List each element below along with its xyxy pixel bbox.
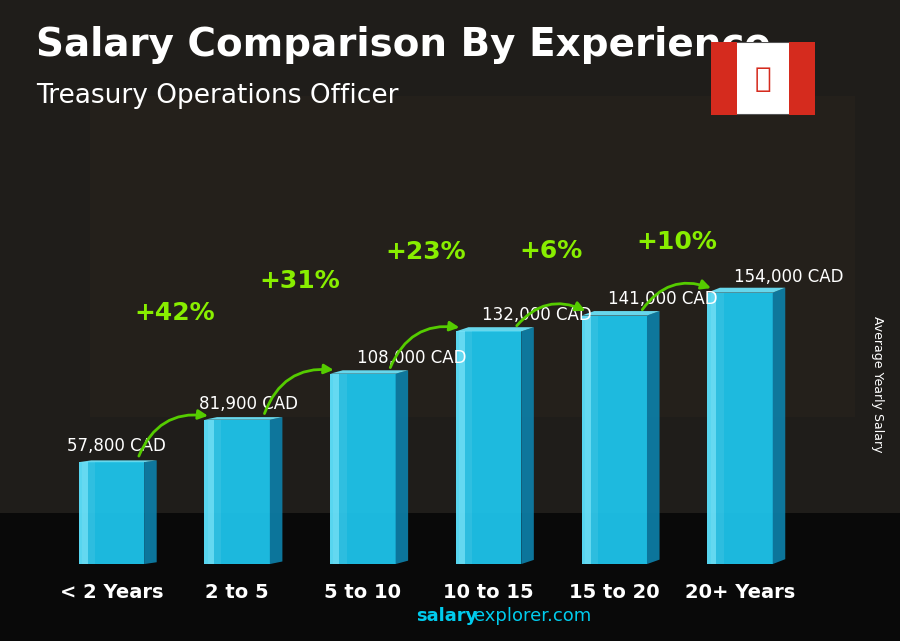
Polygon shape [395, 370, 408, 564]
Text: +23%: +23% [385, 240, 466, 264]
Polygon shape [456, 327, 534, 331]
Polygon shape [581, 315, 647, 564]
Polygon shape [707, 288, 786, 292]
Text: +6%: +6% [520, 238, 583, 263]
Bar [0, 513, 900, 641]
Text: Treasury Operations Officer: Treasury Operations Officer [36, 83, 399, 110]
Text: explorer.com: explorer.com [474, 607, 591, 625]
Polygon shape [78, 460, 157, 462]
Text: 141,000 CAD: 141,000 CAD [608, 290, 717, 308]
Bar [711, 42, 737, 115]
Bar [788, 42, 814, 115]
Polygon shape [208, 420, 220, 564]
Polygon shape [78, 462, 144, 564]
Polygon shape [707, 292, 773, 564]
Polygon shape [773, 288, 786, 564]
Polygon shape [330, 374, 395, 564]
Text: +42%: +42% [134, 301, 214, 324]
Text: 81,900 CAD: 81,900 CAD [200, 395, 299, 413]
Polygon shape [585, 315, 598, 564]
Polygon shape [711, 292, 724, 564]
Polygon shape [330, 370, 408, 374]
Polygon shape [647, 311, 660, 564]
Bar [90, 96, 855, 417]
Polygon shape [456, 331, 465, 564]
Text: 108,000 CAD: 108,000 CAD [356, 349, 466, 367]
Text: Average Yearly Salary: Average Yearly Salary [871, 317, 884, 453]
Polygon shape [144, 460, 157, 564]
Polygon shape [581, 315, 590, 564]
Polygon shape [82, 462, 95, 564]
Polygon shape [204, 417, 283, 420]
Text: Salary Comparison By Experience: Salary Comparison By Experience [36, 26, 770, 63]
Bar [0, 0, 900, 545]
Polygon shape [456, 331, 521, 564]
Text: +31%: +31% [259, 269, 340, 292]
Text: salary: salary [416, 607, 477, 625]
Polygon shape [204, 420, 270, 564]
Polygon shape [459, 331, 472, 564]
Polygon shape [330, 374, 339, 564]
Text: 57,800 CAD: 57,800 CAD [68, 437, 166, 455]
Polygon shape [78, 462, 88, 564]
Polygon shape [707, 292, 716, 564]
Text: 154,000 CAD: 154,000 CAD [734, 267, 843, 285]
Text: 🍁: 🍁 [754, 65, 771, 92]
Text: 132,000 CAD: 132,000 CAD [482, 306, 592, 324]
Polygon shape [204, 420, 213, 564]
Polygon shape [521, 327, 534, 564]
Text: +10%: +10% [636, 230, 717, 254]
Polygon shape [581, 311, 660, 315]
Polygon shape [270, 417, 283, 564]
Polygon shape [333, 374, 346, 564]
